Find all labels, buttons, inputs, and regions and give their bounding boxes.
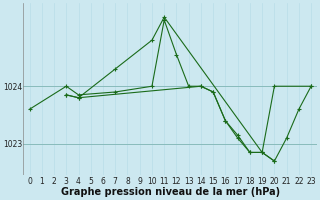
X-axis label: Graphe pression niveau de la mer (hPa): Graphe pression niveau de la mer (hPa) <box>61 187 280 197</box>
